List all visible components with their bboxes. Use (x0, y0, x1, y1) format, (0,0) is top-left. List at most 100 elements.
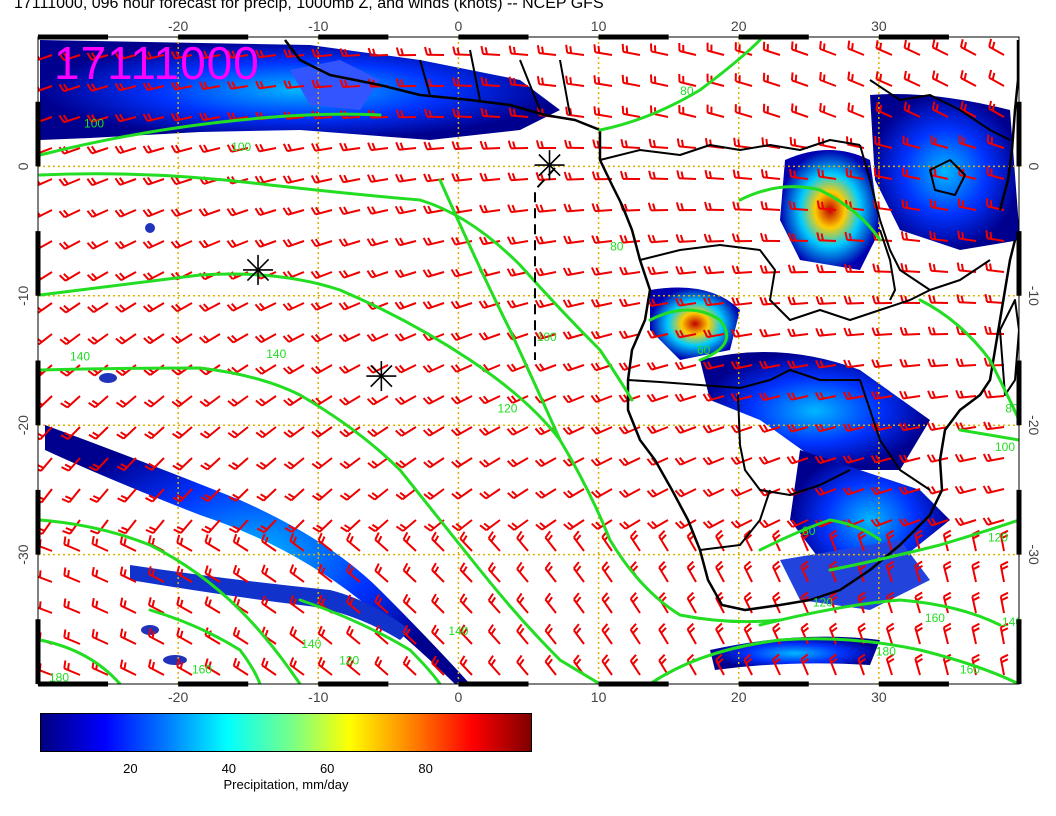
wind-barb (261, 564, 277, 583)
wind-barb (743, 560, 753, 583)
wind-barb (534, 363, 557, 372)
wind-barb (828, 653, 838, 676)
wind-barb (311, 426, 333, 438)
wind-barb (658, 530, 669, 552)
wind-barb (261, 657, 277, 676)
lat-tick-label-left: -30 (15, 544, 31, 564)
wind-barb (871, 359, 893, 368)
wind-barb (506, 299, 529, 309)
height-contours (38, 38, 1019, 684)
wind-barb (788, 232, 809, 242)
map-area: 100 100 140 140 120 100 80 80 60 140 140 120 160 180 1… (38, 37, 1019, 684)
contour-100-east-b (958, 428, 1019, 442)
wind-barb (971, 591, 980, 614)
wind-barb (394, 332, 417, 342)
wind-barb (743, 622, 753, 645)
lon-tick-label-top: 10 (591, 18, 607, 34)
wind-barb (508, 45, 529, 56)
wind-barb (786, 455, 809, 465)
wind-barb (983, 421, 1005, 431)
wind-barb (289, 626, 305, 645)
wind-barb (338, 238, 361, 247)
wind-barb (61, 457, 81, 472)
wind-barb (734, 73, 753, 87)
wind-barb (459, 562, 473, 583)
wind-barb (422, 205, 445, 215)
wind-barb (170, 302, 193, 313)
lat-tick-label-right: 0 (1026, 163, 1042, 171)
wind-barb (621, 74, 641, 87)
wind-barb (647, 266, 669, 276)
wind-barb (787, 296, 809, 306)
wind-barb (147, 659, 165, 676)
wind-barb (116, 457, 137, 472)
wind-barb (648, 170, 669, 180)
contour-label: 140 (266, 347, 286, 361)
wind-barb (282, 333, 305, 343)
wind-barb (786, 392, 809, 401)
wind-barb (366, 395, 389, 406)
wind-barb (170, 144, 193, 154)
wind-barb (984, 293, 1005, 304)
wind-barb (226, 333, 249, 344)
wind-barb (982, 453, 1005, 463)
wind-barb (366, 174, 389, 183)
wind-barb (955, 358, 977, 367)
contour-100-north (38, 112, 382, 157)
wind-barb (346, 594, 361, 614)
wind-barb (702, 361, 725, 370)
wind-barb (317, 532, 333, 552)
wind-barb (395, 173, 417, 183)
wind-barb (282, 143, 305, 153)
contour-label: 120 (813, 595, 833, 609)
wind-barb (914, 591, 923, 614)
wind-barb (176, 534, 193, 552)
wind-barb (900, 231, 921, 242)
wind-barb (898, 518, 921, 527)
wind-barb (171, 333, 193, 344)
wind-barb (254, 207, 277, 217)
wind-barb (674, 457, 697, 466)
lon-tick-label-top: 20 (731, 18, 747, 34)
wind-barb (590, 394, 613, 403)
wind-barb (847, 102, 865, 118)
wind-barb (395, 457, 417, 469)
wind-barb (914, 529, 923, 552)
wind-barb (254, 239, 277, 248)
wind-barb (232, 533, 249, 552)
wind-barb (702, 393, 725, 402)
wind-barb (422, 364, 445, 374)
wind-barb (339, 48, 361, 58)
wind-barb (534, 457, 557, 468)
wind-barb (451, 519, 473, 532)
contour-120-east (828, 518, 1019, 572)
wind-barb (758, 360, 781, 370)
wind-barb (562, 394, 585, 404)
tick-labels: -20 -20 -10 -10 0 0 10 10 20 20 30 30 0 0 -10 -10 -20 -20… (15, 18, 1042, 705)
border (737, 394, 851, 496)
wind-barb (198, 112, 221, 122)
wind-barb (119, 535, 137, 552)
wind-barb (675, 234, 697, 243)
wind-barb (311, 48, 333, 58)
wind-barb (87, 302, 109, 314)
wind-barb (999, 653, 1009, 676)
wind-barb (311, 79, 333, 89)
wind-barb (232, 626, 249, 645)
contour-label: 60 (697, 343, 711, 357)
contour-120-b (298, 598, 442, 684)
wind-barb (58, 52, 81, 62)
wind-barb (786, 519, 809, 528)
wind-barb (649, 43, 669, 56)
asterisk-marker (534, 150, 565, 181)
wind-barb (170, 113, 193, 122)
wind-barb (199, 426, 221, 439)
wind-barb (955, 389, 977, 399)
wind-barb (926, 422, 949, 431)
border (639, 244, 931, 321)
wind-barb (678, 104, 697, 118)
wind-barb (38, 601, 53, 614)
wind-barb (507, 172, 529, 182)
wind-barb (927, 390, 949, 400)
wind-barb (563, 235, 585, 245)
